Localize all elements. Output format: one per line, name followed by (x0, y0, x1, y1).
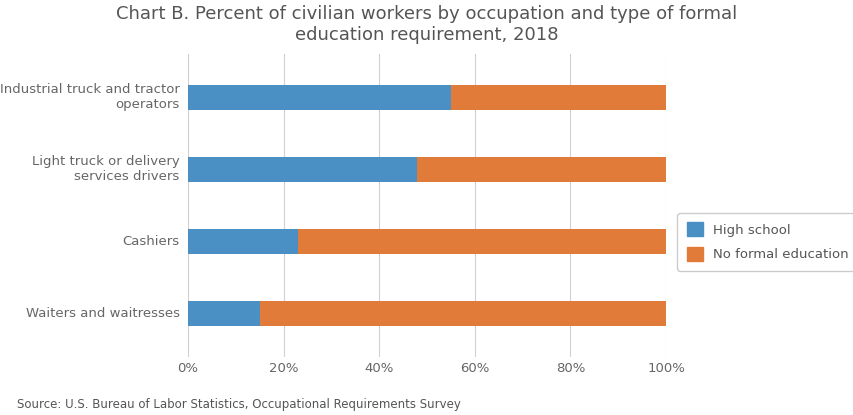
Bar (188, 157, 417, 182)
Bar (259, 301, 665, 326)
Bar (188, 301, 259, 326)
Bar (417, 157, 665, 182)
Legend: High school, No formal education: High school, No formal education (676, 213, 853, 271)
Bar (298, 229, 665, 254)
Bar (188, 85, 450, 110)
Bar (450, 85, 665, 110)
Text: Source: U.S. Bureau of Labor Statistics, Occupational Requirements Survey: Source: U.S. Bureau of Labor Statistics,… (17, 398, 461, 411)
Bar (188, 229, 298, 254)
Title: Chart B. Percent of civilian workers by occupation and type of formal
education : Chart B. Percent of civilian workers by … (116, 5, 737, 44)
